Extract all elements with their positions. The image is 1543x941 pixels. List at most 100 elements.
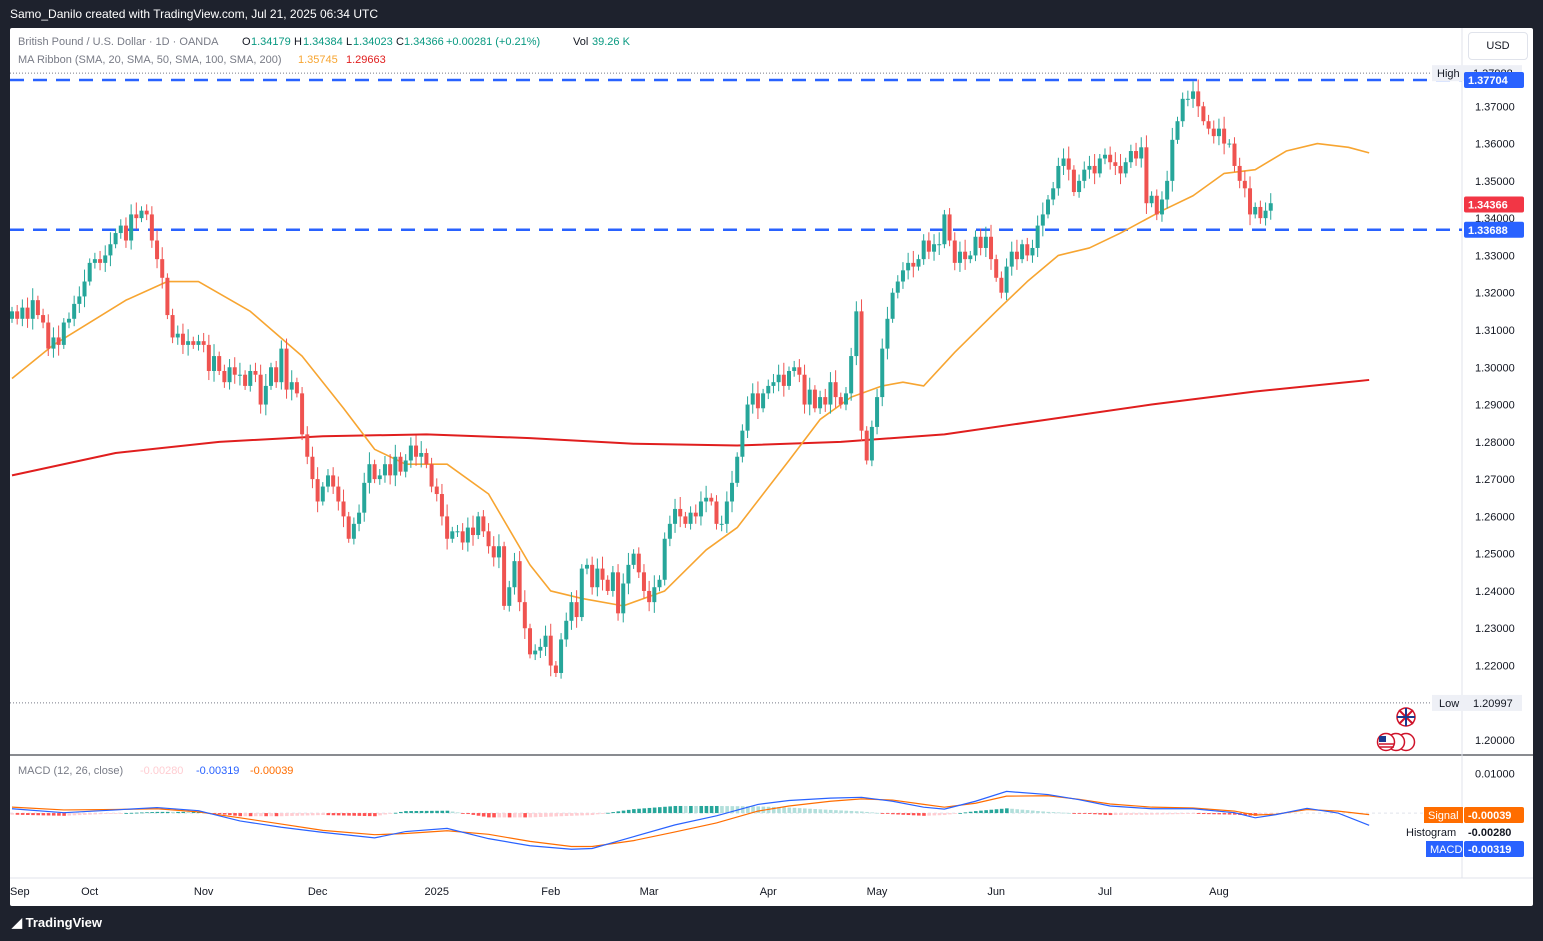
candle-up[interactable]: [279, 348, 284, 383]
candle-up[interactable]: [382, 464, 387, 476]
candle-up[interactable]: [740, 430, 745, 457]
candle-up[interactable]: [1139, 147, 1144, 159]
candle-up[interactable]: [1040, 214, 1045, 226]
candle-up[interactable]: [1170, 139, 1175, 181]
candle-up[interactable]: [87, 262, 92, 282]
candle-up[interactable]: [66, 318, 71, 323]
candle-up[interactable]: [92, 259, 97, 263]
candle-down[interactable]: [1108, 154, 1113, 163]
candle-up[interactable]: [698, 501, 703, 517]
candle-down[interactable]: [170, 315, 175, 338]
candle-down[interactable]: [911, 262, 916, 267]
candle-up[interactable]: [367, 464, 372, 483]
tradingview-logo[interactable]: ◢ TradingView: [12, 915, 102, 931]
candle-down[interactable]: [123, 225, 128, 241]
candle-up[interactable]: [745, 404, 750, 431]
candle-down[interactable]: [1113, 162, 1118, 166]
candle-up[interactable]: [543, 635, 548, 647]
candle-down[interactable]: [434, 486, 439, 495]
candle-up[interactable]: [1128, 151, 1133, 163]
candle-down[interactable]: [797, 367, 802, 375]
candle-up[interactable]: [237, 374, 242, 376]
candle-down[interactable]: [258, 374, 263, 405]
candle-up[interactable]: [569, 602, 574, 621]
candle-up[interactable]: [1061, 158, 1066, 166]
candle-up[interactable]: [1159, 199, 1164, 215]
candle-down[interactable]: [1222, 128, 1227, 144]
candle-up[interactable]: [351, 523, 356, 539]
candle-down[interactable]: [755, 393, 760, 409]
candle-up[interactable]: [1009, 251, 1014, 267]
candle-down[interactable]: [978, 236, 983, 248]
candle-up[interactable]: [932, 244, 937, 252]
candle-up[interactable]: [196, 341, 201, 345]
candle-up[interactable]: [10, 311, 14, 319]
candle-up[interactable]: [885, 318, 890, 349]
candle-down[interactable]: [709, 497, 714, 502]
candle-up[interactable]: [1077, 180, 1082, 193]
candles-group[interactable]: [10, 79, 1273, 679]
candle-down[interactable]: [1014, 251, 1019, 260]
candle-up[interactable]: [869, 426, 874, 461]
candle-up[interactable]: [854, 311, 859, 357]
candle-up[interactable]: [957, 251, 962, 263]
candle-up[interactable]: [533, 650, 538, 655]
candle-up[interactable]: [1087, 165, 1092, 170]
candle-up[interactable]: [512, 561, 517, 588]
candle-up[interactable]: [175, 333, 180, 338]
candle-down[interactable]: [1134, 151, 1139, 159]
candle-up[interactable]: [730, 482, 735, 502]
candle-up[interactable]: [1149, 195, 1154, 204]
candle-down[interactable]: [149, 214, 154, 241]
candle-down[interactable]: [445, 516, 450, 539]
candle-down[interactable]: [590, 564, 595, 588]
candle-up[interactable]: [186, 341, 191, 345]
candle-down[interactable]: [528, 628, 532, 655]
candle-down[interactable]: [1066, 158, 1071, 170]
candle-down[interactable]: [180, 333, 185, 345]
candle-up[interactable]: [704, 497, 709, 502]
candle-up[interactable]: [584, 564, 589, 569]
candle-down[interactable]: [502, 546, 507, 606]
candle-down[interactable]: [336, 486, 341, 502]
candle-up[interactable]: [688, 512, 693, 524]
candle-up[interactable]: [72, 303, 77, 319]
candle-down[interactable]: [1118, 165, 1123, 174]
candle-up[interactable]: [496, 546, 501, 558]
candle-down[interactable]: [864, 430, 869, 461]
candle-down[interactable]: [989, 236, 994, 260]
candle-down[interactable]: [414, 445, 419, 457]
candle-up[interactable]: [507, 587, 512, 606]
candle-down[interactable]: [471, 527, 476, 536]
candle-up[interactable]: [776, 374, 781, 383]
candle-up[interactable]: [538, 646, 543, 651]
candle-down[interactable]: [41, 315, 46, 323]
candle-down[interactable]: [201, 341, 206, 345]
candle-up[interactable]: [766, 385, 771, 394]
candle-up[interactable]: [662, 538, 667, 580]
candle-up[interactable]: [77, 296, 82, 304]
candle-down[interactable]: [155, 240, 160, 260]
candle-up[interactable]: [325, 475, 330, 487]
candle-up[interactable]: [916, 259, 921, 267]
candle-down[interactable]: [274, 367, 279, 383]
us-flag-icons[interactable]: [1376, 732, 1416, 752]
candle-down[interactable]: [683, 516, 688, 524]
candle-up[interactable]: [227, 367, 232, 383]
candle-up[interactable]: [652, 587, 657, 603]
candle-up[interactable]: [900, 270, 905, 282]
candle-down[interactable]: [305, 434, 310, 457]
candle-up[interactable]: [724, 501, 729, 524]
candle-down[interactable]: [486, 531, 491, 547]
candle-up[interactable]: [1035, 225, 1040, 248]
candle-up[interactable]: [973, 236, 978, 256]
candle-up[interactable]: [1030, 247, 1035, 256]
candle-down[interactable]: [222, 370, 227, 383]
candle-down[interactable]: [812, 389, 817, 409]
candle-up[interactable]: [118, 225, 123, 234]
candle-down[interactable]: [678, 508, 683, 517]
candle-down[interactable]: [714, 501, 719, 524]
candle-down[interactable]: [315, 479, 320, 502]
candle-up[interactable]: [579, 568, 584, 618]
candle-down[interactable]: [388, 464, 393, 476]
